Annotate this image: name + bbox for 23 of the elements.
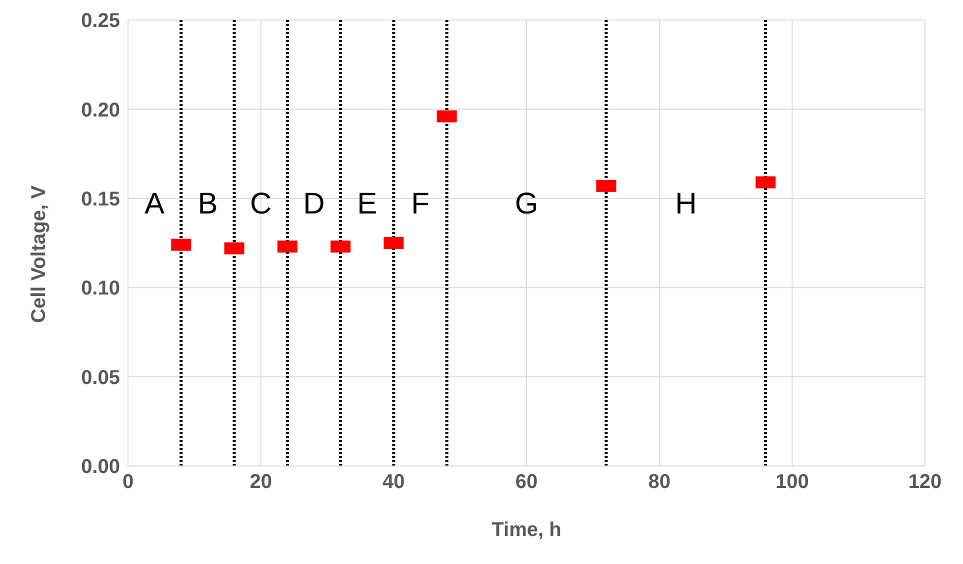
x-tick-label: 60 bbox=[515, 471, 538, 494]
x-tick-label: 100 bbox=[775, 471, 809, 494]
annotation: C bbox=[250, 188, 272, 221]
x-tick-label: 80 bbox=[648, 471, 670, 494]
y-tick-label: 0.25 bbox=[81, 10, 120, 32]
y-tick-label: 0.20 bbox=[81, 99, 120, 122]
y-tick-label: 0.05 bbox=[81, 366, 120, 389]
annotation: F bbox=[411, 188, 430, 221]
annotation: B bbox=[198, 188, 218, 221]
annotation: E bbox=[357, 188, 378, 221]
y-axis-title: Cell Voltage, V bbox=[28, 184, 50, 323]
annotation: D bbox=[303, 188, 325, 221]
x-tick-label: 40 bbox=[382, 471, 405, 494]
y-tick-label: 0.00 bbox=[81, 456, 120, 478]
x-tick-label: 20 bbox=[250, 471, 272, 494]
annotation: A bbox=[144, 188, 165, 221]
y-tick-label: 0.10 bbox=[81, 278, 120, 300]
annotation: H bbox=[675, 188, 697, 221]
x-axis-title: Time, h bbox=[492, 519, 562, 541]
y-tick-label: 0.15 bbox=[81, 188, 120, 210]
annotation: G bbox=[514, 188, 538, 221]
x-tick-label: 120 bbox=[908, 471, 942, 494]
x-tick-label: 0 bbox=[122, 471, 134, 494]
